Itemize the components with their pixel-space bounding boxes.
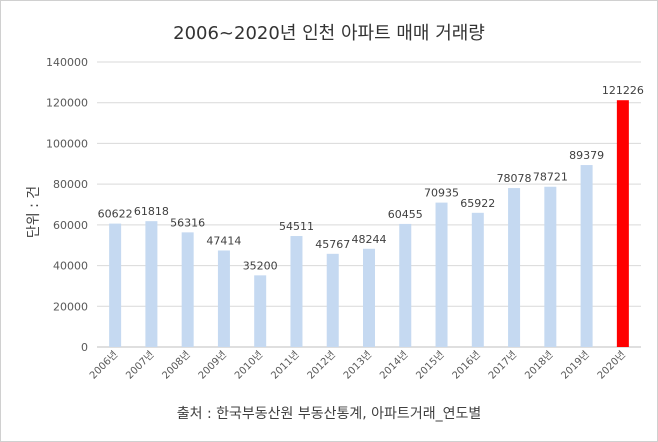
data-label: 121226 (602, 84, 644, 97)
x-tick-label: 2012년 (305, 349, 338, 382)
x-tick-label: 2015년 (414, 349, 447, 382)
x-tick-label: 2006년 (87, 349, 120, 382)
bar-2016년 (471, 212, 484, 347)
data-label: 48244 (352, 233, 387, 246)
x-tick-label: 2011년 (269, 349, 302, 382)
chart-source: 출처 : 한국부동산원 부동산통계, 아파트거래_연도별 (176, 406, 482, 422)
data-label: 78078 (497, 172, 532, 185)
y-tick-label: 140000 (46, 56, 88, 69)
y-tick-label: 40000 (53, 260, 88, 273)
bar-2008년 (181, 232, 194, 347)
y-axis-ticks: 0 20000 40000 60000 80000 100000 120000 140000 (46, 56, 88, 354)
x-tick-label: 2016년 (450, 349, 483, 382)
y-tick-label: 120000 (46, 97, 88, 110)
data-label: 45767 (315, 238, 350, 251)
bar-2018년 (544, 186, 557, 347)
bar-2007년 (145, 221, 158, 347)
x-tick-label: 2007년 (124, 349, 157, 382)
x-tick-label: 2013년 (341, 349, 374, 382)
x-tick-label: 2008년 (160, 349, 193, 382)
bar-2014년 (399, 223, 412, 347)
data-label: 61818 (134, 205, 169, 218)
x-tick-label: 2019년 (559, 349, 592, 382)
x-tick-label: 2020년 (595, 349, 628, 382)
data-label: 78721 (533, 171, 568, 184)
data-label: 47414 (206, 234, 241, 247)
chart-title: 2006~2020년 인천 아파트 매매 거래량 (173, 23, 485, 44)
bar-2010년 (254, 275, 267, 347)
bar-2019년 (580, 165, 593, 347)
data-label: 56316 (170, 216, 205, 229)
bar-2015년 (435, 202, 448, 347)
bar-2011년 (290, 236, 303, 347)
data-label: 70935 (424, 187, 459, 200)
x-tick-label: 2009년 (196, 349, 229, 382)
bar-2017년 (508, 188, 521, 347)
y-tick-label: 100000 (46, 137, 88, 150)
bar-2020년 (616, 100, 629, 347)
data-label: 65922 (460, 197, 495, 210)
data-label: 35200 (243, 259, 278, 272)
bar-2009년 (217, 250, 230, 347)
x-tick-label: 2017년 (486, 349, 519, 382)
y-tick-label: 0 (81, 341, 88, 354)
x-tick-label: 2010년 (232, 349, 265, 382)
y-tick-label: 80000 (53, 178, 88, 191)
x-axis-ticks: 2006년 2007년 2008년 2009년 2010년 2011년 2012년 2013년… (87, 349, 628, 382)
x-tick-label: 2018년 (522, 349, 555, 382)
bar-2006년 (109, 223, 122, 347)
y-axis-label: 단위 : 건 (26, 186, 42, 238)
bar-series (109, 100, 629, 347)
data-label: 54511 (279, 220, 314, 233)
data-label: 89379 (569, 149, 604, 162)
data-label: 60622 (98, 208, 133, 221)
y-tick-label: 60000 (53, 219, 88, 232)
bar-2013년 (363, 248, 375, 347)
x-tick-label: 2014년 (377, 349, 410, 382)
y-tick-label: 20000 (53, 300, 88, 313)
data-label: 60455 (388, 208, 423, 221)
bar-2012년 (326, 253, 339, 347)
